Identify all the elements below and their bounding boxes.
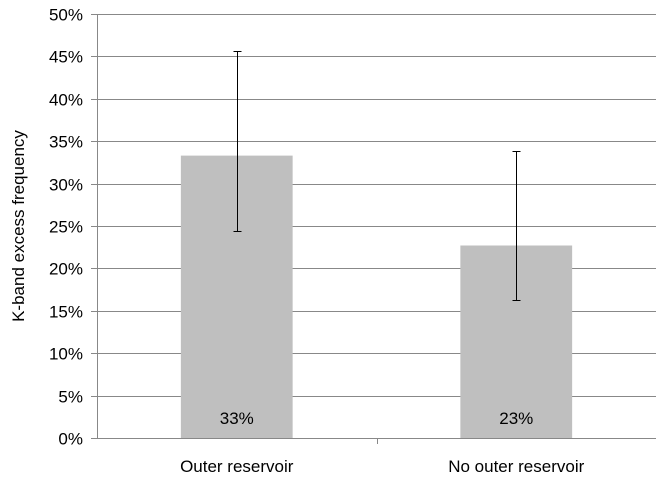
y-axis-title: K-band excess frequency	[9, 130, 28, 322]
y-tick-label: 5%	[58, 388, 83, 407]
y-tick-label: 20%	[49, 260, 83, 279]
bar-value-label: 33%	[220, 409, 254, 428]
y-tick-label: 40%	[49, 91, 83, 110]
bar-value-label: 23%	[499, 409, 533, 428]
x-category-labels: Outer reservoir No outer reservoir	[180, 457, 585, 476]
y-tick-label: 30%	[49, 176, 83, 195]
y-tick-label: 45%	[49, 48, 83, 67]
y-tick-label: 25%	[49, 218, 83, 237]
x-category-label: No outer reservoir	[448, 457, 584, 476]
bar	[180, 155, 293, 438]
axes	[91, 14, 656, 444]
y-tick-label: 50%	[49, 6, 83, 25]
y-tick-labels: 0% 5% 10% 15% 20% 25% 30% 35% 40% 45% 50%	[49, 6, 83, 449]
error-bars	[233, 51, 521, 301]
y-tick-label: 0%	[58, 430, 83, 449]
y-tick-label: 10%	[49, 345, 83, 364]
data-labels: 33% 23%	[220, 409, 534, 428]
bars	[180, 155, 573, 438]
y-tick-label: 15%	[49, 303, 83, 322]
y-tick-label: 35%	[49, 133, 83, 152]
x-category-label: Outer reservoir	[180, 457, 294, 476]
